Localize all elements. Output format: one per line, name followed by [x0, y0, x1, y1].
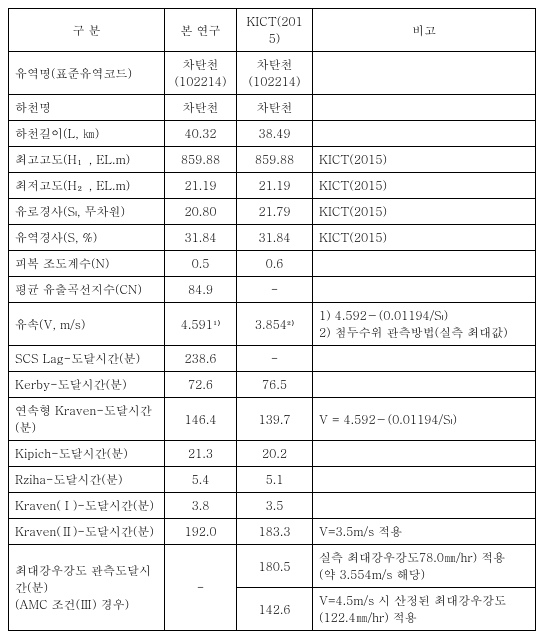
value-kict: 차탄천 [237, 95, 313, 121]
table-row: 유로경사(Sₗ, 무차원)20.8021.79KICT(2015) [9, 199, 536, 225]
value-study: - [165, 545, 237, 631]
value-study: 0.5 [165, 251, 237, 277]
col-header-study: 본 연구 [165, 9, 237, 52]
value-study: 20.80 [165, 199, 237, 225]
row-note: KICT(2015) [313, 147, 536, 173]
value-study: 차탄천 [165, 95, 237, 121]
table-row: 최고고도(H₁, EL.m)859.88859.88KICT(2015) [9, 147, 536, 173]
value-study: 192.0 [165, 519, 237, 545]
row-label: 최대강우강도 관측도달시간(분)(AMC 조건(Ⅲ) 경우) [9, 545, 165, 631]
row-label: Kipich-도달시간(분) [9, 441, 165, 467]
value-kict: 21.19 [237, 173, 313, 199]
row-note [313, 372, 536, 398]
row-label: Kraven(Ⅱ)-도달시간(분) [9, 519, 165, 545]
table-row: SCS Lag-도달시간(분)238.6- [9, 346, 536, 372]
col-header-note: 비고 [313, 9, 536, 52]
value-kict: 3.5 [237, 493, 313, 519]
table-row: 최저고도(H₂, EL.m)21.1921.19KICT(2015) [9, 173, 536, 199]
row-label: SCS Lag-도달시간(분) [9, 346, 165, 372]
value-kict: 5.1 [237, 467, 313, 493]
row-note: V = 4.592－(0.01194/Sₗ) [313, 398, 536, 441]
table-row: 평균 유출곡선지수(CN)84.9- [9, 277, 536, 303]
row-note [313, 441, 536, 467]
value-study: 40.32 [165, 121, 237, 147]
value-kict: 38.49 [237, 121, 313, 147]
table-row: Kerby-도달시간(분)72.676.5 [9, 372, 536, 398]
value-kict: 차탄천(102214) [237, 52, 313, 95]
value-kict: 21.79 [237, 199, 313, 225]
table-row: 연속형 Kraven-도달시간(분)146.4139.7V = 4.592－(0… [9, 398, 536, 441]
col-header-kict: KICT(2015) [237, 9, 313, 52]
value-study: 4.591¹⁾ [165, 303, 237, 346]
value-study: 차탄천(102214) [165, 52, 237, 95]
row-note: V=3.5m/s 적용 [313, 519, 536, 545]
row-label: 최고고도(H₁, EL.m) [9, 147, 165, 173]
row-label: Kraven(Ⅰ)-도달시간(분) [9, 493, 165, 519]
row-note [313, 467, 536, 493]
value-kict: 76.5 [237, 372, 313, 398]
row-label: 유로경사(Sₗ, 무차원) [9, 199, 165, 225]
value-study: 84.9 [165, 277, 237, 303]
value-study: 146.4 [165, 398, 237, 441]
row-label: 피복 조도계수(N) [9, 251, 165, 277]
value-kict: 859.88 [237, 147, 313, 173]
table-row: 피복 조도계수(N)0.50.6 [9, 251, 536, 277]
row-note: KICT(2015) [313, 225, 536, 251]
table-row: 유역명(표준유역코드)차탄천(102214)차탄천(102214) [9, 52, 536, 95]
value-study: 5.4 [165, 467, 237, 493]
value-study: 21.19 [165, 173, 237, 199]
data-table: 구 분 본 연구 KICT(2015) 비고 유역명(표준유역코드)차탄천(10… [8, 8, 536, 631]
row-note: KICT(2015) [313, 173, 536, 199]
table-row: Rziha-도달시간(분)5.45.1 [9, 467, 536, 493]
row-note [313, 95, 536, 121]
row-note: V=4.5m/s 시 산정된 최대강우강도(122.4㎜/hr) 적용 [313, 588, 536, 631]
value-study: 21.3 [165, 441, 237, 467]
row-label: 유역경사(S, %) [9, 225, 165, 251]
row-label: Rziha-도달시간(분) [9, 467, 165, 493]
row-label: Kerby-도달시간(분) [9, 372, 165, 398]
value-study: 859.88 [165, 147, 237, 173]
value-kict: 139.7 [237, 398, 313, 441]
value-kict: - [237, 346, 313, 372]
row-note [313, 52, 536, 95]
value-kict: 142.6 [237, 588, 313, 631]
table-row: Kipich-도달시간(분)21.320.2 [9, 441, 536, 467]
value-kict: 3.854²⁾ [237, 303, 313, 346]
row-note [313, 346, 536, 372]
row-label: 유역명(표준유역코드) [9, 52, 165, 95]
value-kict: 20.2 [237, 441, 313, 467]
table-header-row: 구 분 본 연구 KICT(2015) 비고 [9, 9, 536, 52]
table-row: 유역경사(S, %)31.8431.84KICT(2015) [9, 225, 536, 251]
table-row: 하천명차탄천차탄천 [9, 95, 536, 121]
row-label: 하천길이(L, ㎞) [9, 121, 165, 147]
table-row: 유속(V, m/s)4.591¹⁾3.854²⁾1) 4.592－(0.0119… [9, 303, 536, 346]
value-kict: 180.5 [237, 545, 313, 588]
row-label: 유속(V, m/s) [9, 303, 165, 346]
col-header-category: 구 분 [9, 9, 165, 52]
row-note: 실측 최대강우강도78.0㎜/hr) 적용(약 3.554m/s 해당) [313, 545, 536, 588]
value-study: 238.6 [165, 346, 237, 372]
table-row: 하천길이(L, ㎞)40.3238.49 [9, 121, 536, 147]
row-note [313, 121, 536, 147]
value-study: 72.6 [165, 372, 237, 398]
row-label: 평균 유출곡선지수(CN) [9, 277, 165, 303]
row-label: 하천명 [9, 95, 165, 121]
row-note [313, 251, 536, 277]
row-note: 1) 4.592－(0.01194/Sₗ)2) 첨두수위 관측방법(실측 최대값… [313, 303, 536, 346]
value-study: 3.8 [165, 493, 237, 519]
value-study: 31.84 [165, 225, 237, 251]
row-label: 연속형 Kraven-도달시간(분) [9, 398, 165, 441]
row-note [313, 493, 536, 519]
table-row: Kraven(Ⅱ)-도달시간(분)192.0183.3V=3.5m/s 적용 [9, 519, 536, 545]
value-kict: 183.3 [237, 519, 313, 545]
table-row: Kraven(Ⅰ)-도달시간(분)3.83.5 [9, 493, 536, 519]
table-row: 최대강우강도 관측도달시간(분)(AMC 조건(Ⅲ) 경우)-180.5실측 최… [9, 545, 536, 588]
row-note: KICT(2015) [313, 199, 536, 225]
row-note [313, 277, 536, 303]
row-label: 최저고도(H₂, EL.m) [9, 173, 165, 199]
value-kict: - [237, 277, 313, 303]
value-kict: 31.84 [237, 225, 313, 251]
value-kict: 0.6 [237, 251, 313, 277]
